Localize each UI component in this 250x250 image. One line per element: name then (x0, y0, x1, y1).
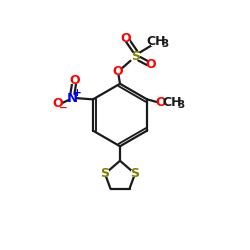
FancyBboxPatch shape (71, 76, 78, 84)
FancyBboxPatch shape (157, 99, 164, 106)
Text: S: S (131, 50, 140, 63)
Text: S: S (100, 167, 110, 180)
Text: −: − (58, 103, 67, 113)
Text: CH: CH (146, 35, 166, 48)
Text: S: S (130, 167, 140, 180)
Text: O: O (52, 97, 63, 110)
FancyBboxPatch shape (114, 68, 122, 75)
FancyBboxPatch shape (122, 35, 130, 42)
Text: +: + (73, 88, 82, 98)
FancyBboxPatch shape (147, 62, 155, 68)
Text: O: O (146, 58, 156, 71)
FancyBboxPatch shape (54, 100, 62, 107)
Text: 3: 3 (162, 39, 168, 49)
Text: O: O (69, 74, 80, 87)
FancyBboxPatch shape (167, 99, 184, 106)
Text: N: N (67, 92, 78, 104)
Text: 3: 3 (177, 100, 184, 110)
Text: O: O (156, 96, 166, 109)
FancyBboxPatch shape (131, 170, 139, 177)
Text: O: O (121, 32, 131, 45)
FancyBboxPatch shape (132, 53, 140, 60)
FancyBboxPatch shape (69, 94, 76, 102)
FancyBboxPatch shape (101, 170, 109, 177)
Text: O: O (113, 65, 123, 78)
FancyBboxPatch shape (151, 38, 167, 46)
Text: CH: CH (162, 96, 182, 109)
